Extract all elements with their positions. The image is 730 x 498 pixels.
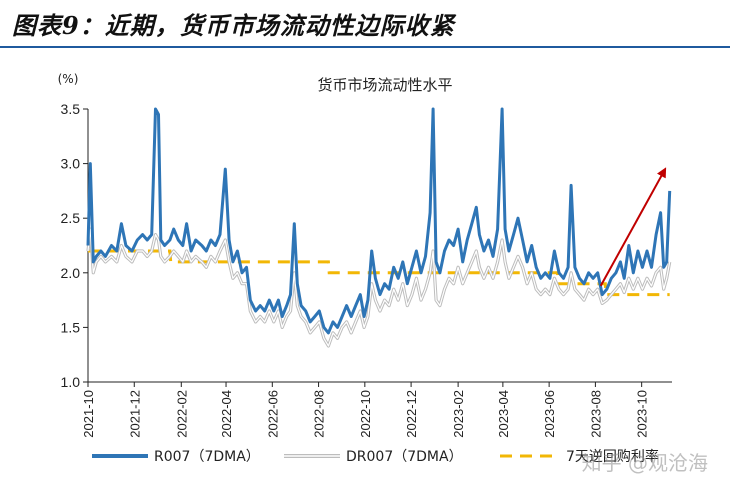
y-tick-label: 1.0 [61, 374, 81, 390]
x-tick-label: 2023-10 [635, 390, 650, 438]
legend: R007（7DMA） DR007（7DMA） 7天逆回购利率 [92, 448, 659, 465]
x-axis: 2021-10 2021-12 2022-02 2022-04 2022-06 2022-… [81, 381, 672, 438]
legend-label-r007: R007（7DMA） [154, 449, 260, 465]
chart-title: 货币市场流动性水平 [317, 76, 452, 94]
x-tick-label: 2021-10 [81, 390, 96, 438]
x-tick-label: 2022-04 [219, 390, 234, 438]
x-tick-label: 2021-12 [127, 390, 142, 438]
x-tick-label: 2022-02 [174, 390, 189, 438]
series-layer [86, 107, 672, 348]
x-tick-label: 2023-06 [542, 390, 557, 438]
y-tick-label: 1.5 [61, 319, 81, 335]
x-tick-label: 2022-06 [265, 390, 280, 438]
title-rule [0, 46, 730, 48]
trend-arrow [599, 167, 667, 287]
figure-title: 图表9：近期，货币市场流动性边际收紧 [12, 11, 455, 40]
y-tick-label: 2.5 [61, 210, 81, 226]
y-tick-label: 3.5 [61, 101, 81, 117]
x-tick-label: 2022-10 [358, 390, 373, 438]
y-tick-label: 3.0 [61, 156, 81, 172]
x-tick-label: 2022-12 [404, 390, 419, 438]
x-tick-label: 2023-02 [451, 390, 466, 438]
x-tick-label: 2023-04 [496, 390, 511, 438]
x-tick-label: 2022-08 [312, 390, 327, 438]
y-unit-label: (%) [58, 72, 79, 86]
annotation-layer [599, 167, 667, 287]
legend-label-dr007: DR007（7DMA） [346, 449, 463, 465]
x-tick-label: 2023-08 [588, 390, 603, 438]
chart: 货币市场流动性水平 (%) 1.0 1.5 2.0 2.5 3.0 3.5 2021-10… [58, 72, 672, 465]
y-tick-label: 2.0 [61, 265, 81, 281]
series-line-r007 [86, 107, 672, 335]
series-line-dr007-inner [87, 228, 671, 347]
y-axis: 1.0 1.5 2.0 2.5 3.0 3.5 [61, 101, 89, 390]
watermark: 知乎 @观沧海 [581, 451, 708, 475]
legend-label-reverse-repo: 7天逆回购利率 [566, 448, 659, 465]
